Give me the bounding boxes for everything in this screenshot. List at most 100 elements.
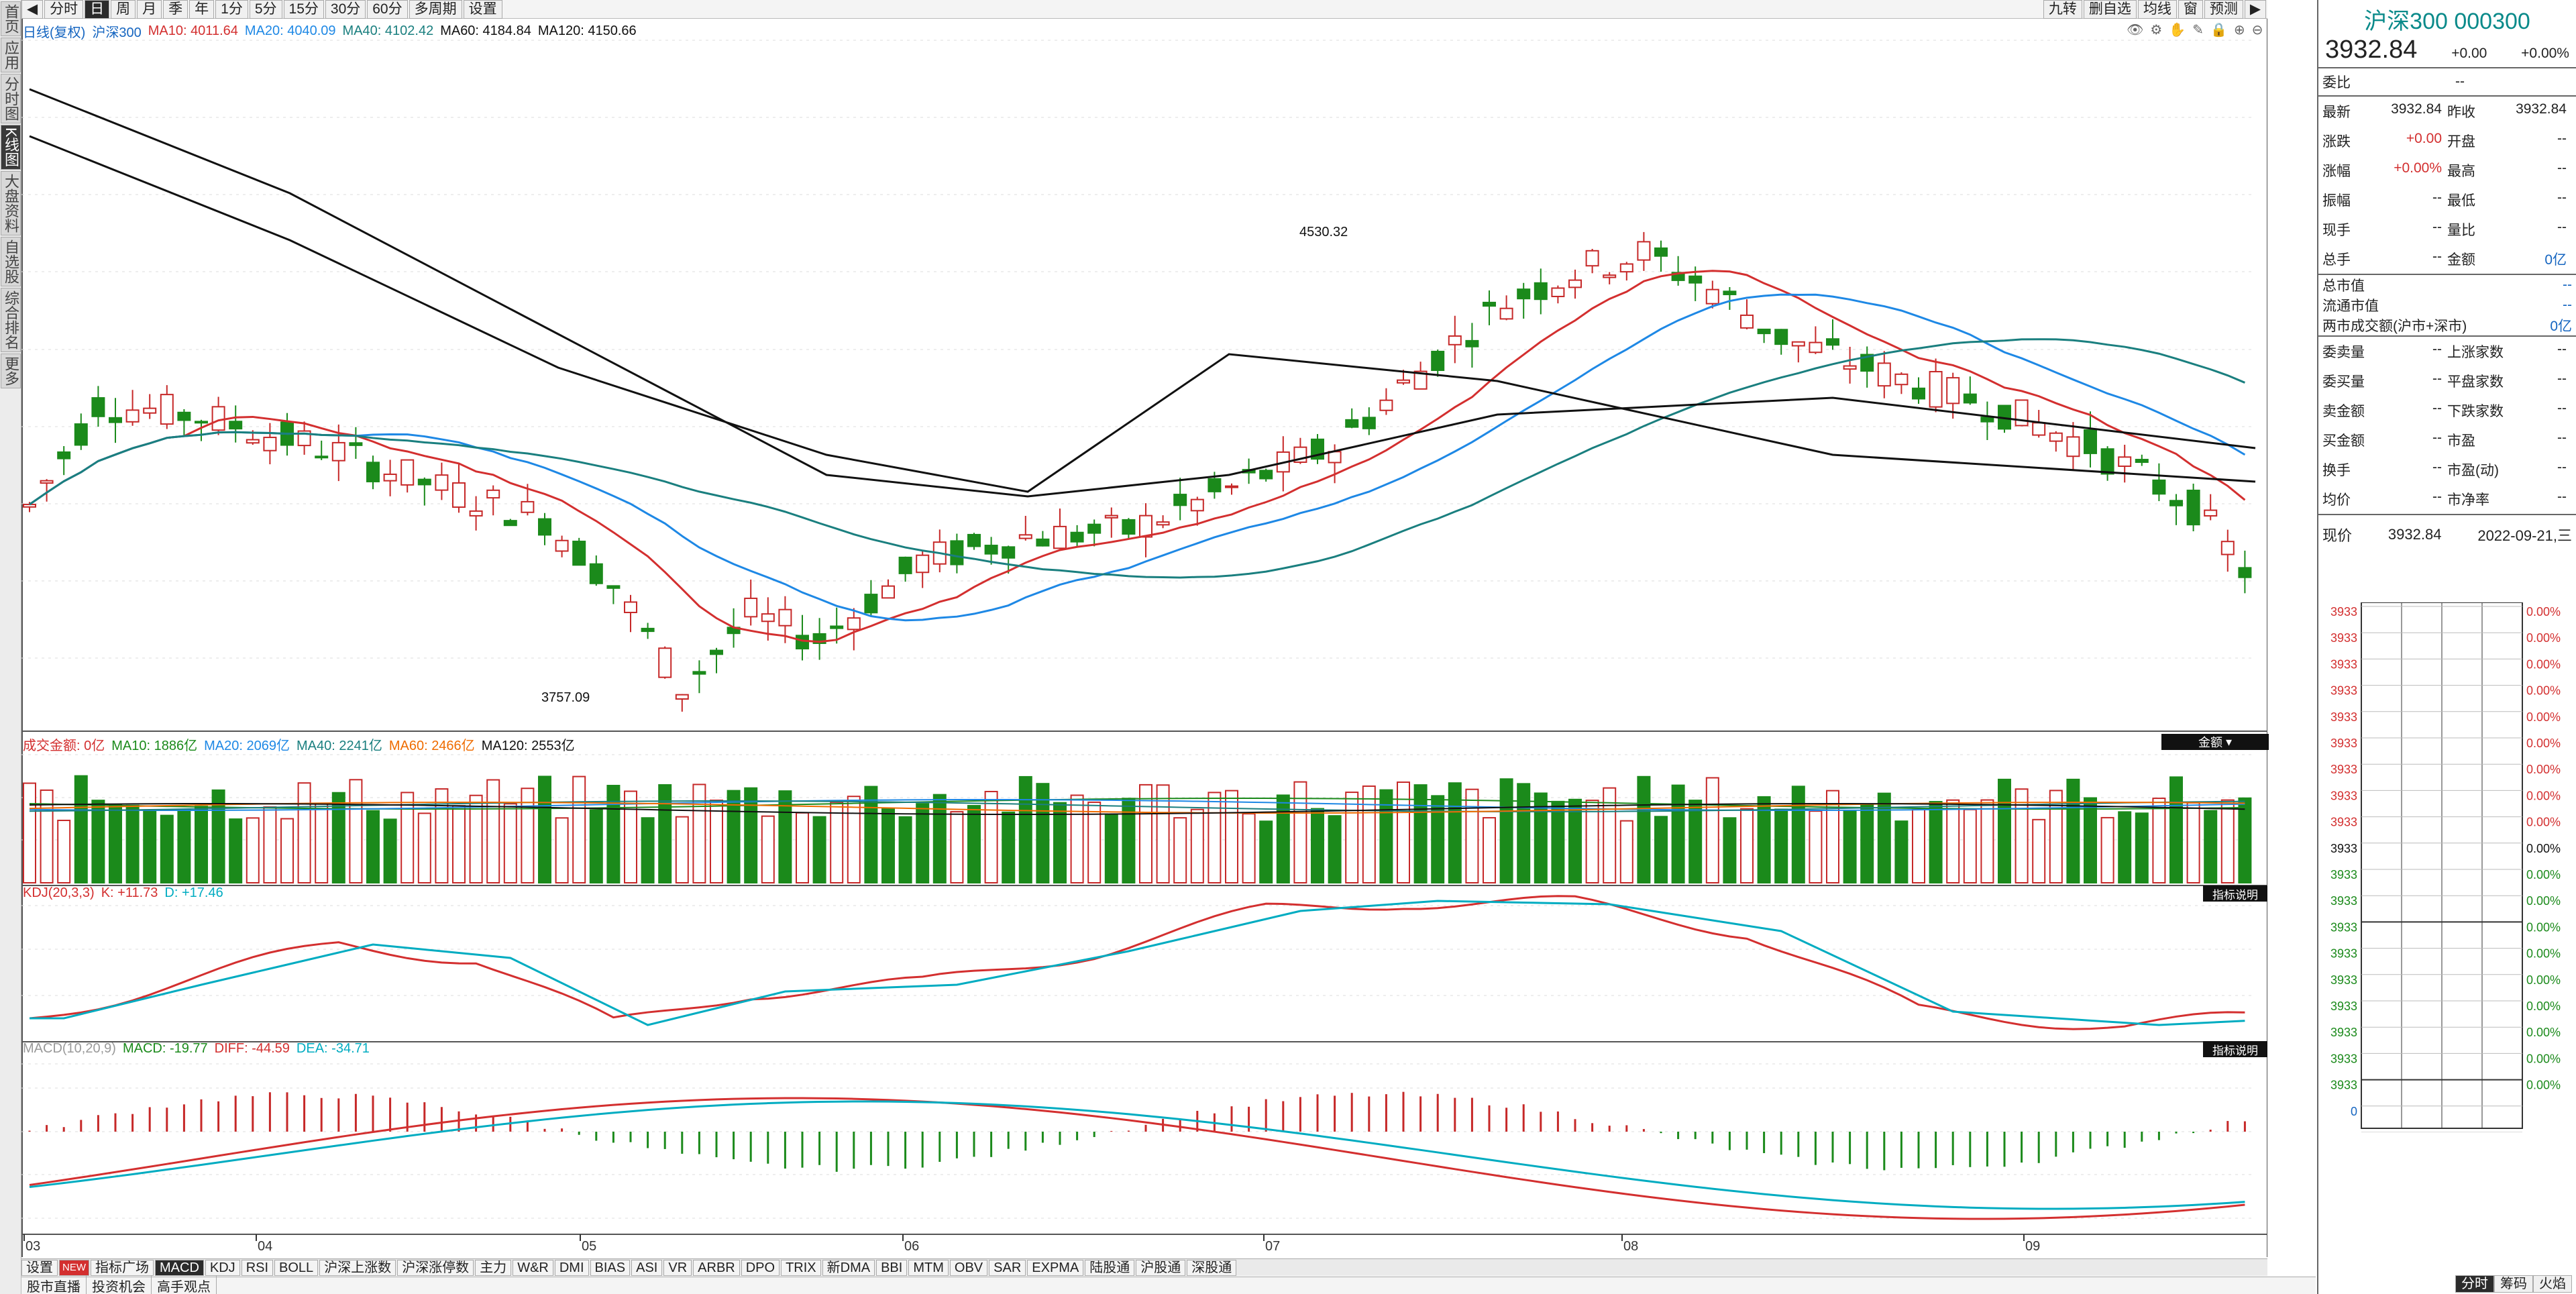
stat-label: 市盈(动) xyxy=(2447,463,2499,478)
candle-body xyxy=(898,556,912,574)
volume-bar xyxy=(1397,781,1410,883)
left-tab-apps[interactable]: 应用 xyxy=(1,38,21,72)
eye-icon[interactable]: 👁 xyxy=(2127,23,2144,38)
btab-indicator-square[interactable]: 指标广场 xyxy=(91,1259,154,1276)
candle-body xyxy=(1156,521,1170,526)
macd-help-button[interactable]: 指标说明 xyxy=(2203,1041,2267,1057)
candle-body xyxy=(1534,282,1548,301)
stat-row: 卖金额 -- 下跌家数 -- xyxy=(2318,396,2576,425)
tb-quarter[interactable]: 季 xyxy=(163,0,189,19)
quote-label: 现手 xyxy=(2322,223,2351,238)
stat-label: 市盈 xyxy=(2447,433,2475,449)
tb-nine-turn[interactable]: 九转 xyxy=(2043,0,2082,19)
left-tab-watchlist[interactable]: 自选股 xyxy=(1,236,21,286)
tb-5min[interactable]: 5分 xyxy=(249,0,282,19)
volume-bar xyxy=(331,792,345,883)
btab-sh-connect[interactable]: 沪股通 xyxy=(1136,1259,1186,1276)
left-tab-timeshare[interactable]: 分时图 xyxy=(1,74,21,123)
left-tab-kline[interactable]: K线图 xyxy=(1,125,21,170)
tb-1min[interactable]: 1分 xyxy=(215,0,248,19)
tb-month[interactable]: 月 xyxy=(137,0,162,19)
live-link[interactable]: 股市直播 xyxy=(21,1276,87,1294)
tb-settings[interactable]: 设置 xyxy=(463,0,502,19)
btab-vr[interactable]: VR xyxy=(663,1259,692,1276)
kline-chart[interactable]: 4853472645984469434142134086395638294598… xyxy=(21,19,2267,1257)
volume-bar xyxy=(1362,785,1376,884)
draw-icon[interactable]: ✎ xyxy=(2192,23,2204,38)
tb-day[interactable]: 日 xyxy=(85,0,110,19)
btab-dmi[interactable]: DMI xyxy=(554,1259,589,1276)
volume-bar xyxy=(606,784,621,884)
opportunity-link[interactable]: 投资机会 xyxy=(87,1276,152,1294)
stat-row: 换手 -- 市盈(动) -- xyxy=(2318,455,2576,484)
mini-tab-chips[interactable]: 筹码 xyxy=(2494,1275,2533,1293)
btab-sz-connect[interactable]: 深股通 xyxy=(1187,1259,1237,1276)
left-tab-more[interactable]: 更多 xyxy=(1,353,21,388)
mini-tab-timeshare[interactable]: 分时 xyxy=(2455,1275,2494,1293)
prev-icon[interactable]: ◀ xyxy=(21,0,44,19)
volume-bar xyxy=(1053,802,1067,883)
left-tab-market-data[interactable]: 大盘资料 xyxy=(1,170,21,235)
volume-bar xyxy=(280,818,294,883)
tb-window[interactable]: 窗 xyxy=(2178,0,2203,19)
candle-body xyxy=(2032,422,2046,436)
volume-bar xyxy=(211,789,225,883)
left-tab-home[interactable]: 首页 xyxy=(1,1,21,36)
tb-remove-watch[interactable]: 删自选 xyxy=(2083,0,2137,19)
tb-30min[interactable]: 30分 xyxy=(325,0,366,19)
btab-up-count[interactable]: 沪深上涨数 xyxy=(319,1259,396,1276)
tb-multi-period[interactable]: 多周期 xyxy=(409,0,462,19)
tb-timeshare[interactable]: 分时 xyxy=(44,0,84,19)
btab-bias[interactable]: BIAS xyxy=(590,1259,631,1276)
left-tab-ranking[interactable]: 综合排名 xyxy=(1,287,21,352)
btab-bbi[interactable]: BBI xyxy=(876,1259,908,1276)
volume-bar xyxy=(812,816,826,883)
volume-bar xyxy=(1104,814,1118,884)
btab-asi[interactable]: ASI xyxy=(631,1259,663,1276)
tb-15min[interactable]: 15分 xyxy=(283,0,324,19)
btab-wr[interactable]: W&R xyxy=(513,1259,553,1276)
volume-bar xyxy=(2100,816,2114,883)
btab-settings[interactable]: 设置 xyxy=(21,1259,58,1276)
lock-icon[interactable]: 🔒 xyxy=(2210,23,2227,38)
btab-limit-up[interactable]: 沪深涨停数 xyxy=(397,1259,474,1276)
experts-link[interactable]: 高手观点 xyxy=(152,1276,217,1294)
stat-value: -- xyxy=(2557,460,2567,475)
candle-body xyxy=(23,503,36,508)
btab-expma[interactable]: EXPMA xyxy=(1027,1259,1084,1276)
btab-obv[interactable]: OBV xyxy=(949,1259,988,1276)
tb-forecast[interactable]: 预测 xyxy=(2204,0,2243,19)
btab-trix[interactable]: TRIX xyxy=(781,1259,821,1276)
kdj-help-button[interactable]: 指标说明 xyxy=(2203,885,2267,902)
cap-rows: 总市值 -- 流通市值 -- 两市成交额(沪市+深市) 0亿 xyxy=(2318,274,2576,335)
zoom-out-icon[interactable]: ⊖ xyxy=(2251,23,2263,38)
volume-bar xyxy=(263,806,277,884)
btab-hk-connect[interactable]: 陆股通 xyxy=(1085,1259,1135,1276)
btab-rsi[interactable]: RSI xyxy=(241,1259,274,1276)
quote-ladder-price: 3933 xyxy=(2330,657,2357,671)
tb-year[interactable]: 年 xyxy=(189,0,215,19)
tb-ma[interactable]: 均线 xyxy=(2137,0,2177,19)
quote-row: 总手 -- 金额 0亿 xyxy=(2318,244,2576,274)
btab-arbr[interactable]: ARBR xyxy=(693,1259,740,1276)
btab-dpo[interactable]: DPO xyxy=(741,1259,780,1276)
next-icon[interactable]: ▶ xyxy=(2244,0,2266,19)
settings-icon[interactable]: ⚙ xyxy=(2150,23,2163,38)
volume-bar xyxy=(2238,797,2252,883)
low-annotation: 3757.09 xyxy=(541,690,590,705)
btab-boll[interactable]: BOLL xyxy=(274,1259,319,1276)
volume-bar xyxy=(125,804,140,883)
volume-badge[interactable]: 金额 ▾ xyxy=(2161,734,2269,750)
tb-60min[interactable]: 60分 xyxy=(367,0,408,19)
tb-week[interactable]: 周 xyxy=(111,0,136,19)
btab-macd[interactable]: MACD xyxy=(155,1259,204,1276)
zoom-in-icon[interactable]: ⊕ xyxy=(2233,23,2245,38)
kdj-legend: KDJ(20,3,3) K: +11.73 D: +17.46 xyxy=(23,885,223,901)
hand-icon[interactable]: ✋ xyxy=(2169,23,2186,38)
btab-new-dma[interactable]: 新DMA xyxy=(822,1259,875,1276)
btab-mtm[interactable]: MTM xyxy=(908,1259,949,1276)
btab-main-force[interactable]: 主力 xyxy=(475,1259,512,1276)
btab-kdj[interactable]: KDJ xyxy=(205,1259,240,1276)
btab-sar[interactable]: SAR xyxy=(989,1259,1026,1276)
mini-tab-flame[interactable]: 火焰 xyxy=(2533,1275,2572,1293)
